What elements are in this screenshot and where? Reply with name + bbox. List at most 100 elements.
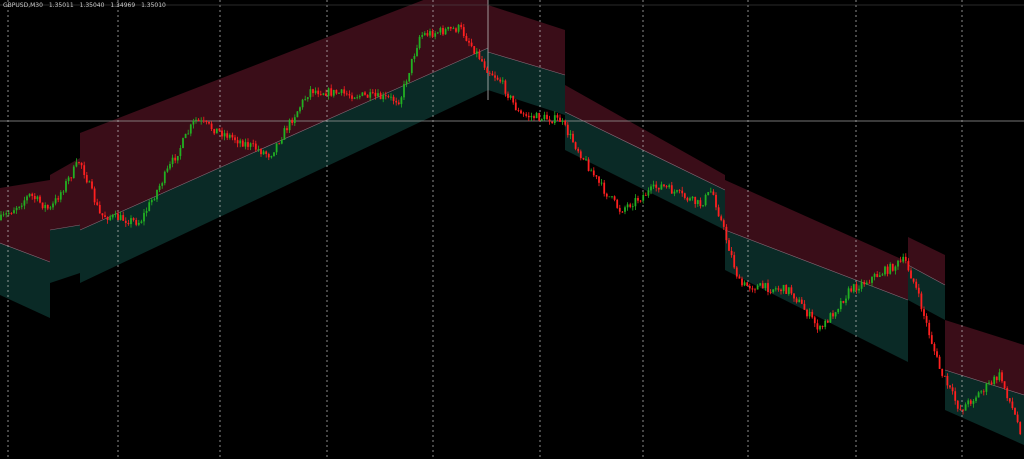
candle-body xyxy=(590,170,593,172)
candle-body xyxy=(325,93,327,96)
candle-body xyxy=(735,267,738,277)
candle-body xyxy=(975,397,977,401)
candle-body xyxy=(759,283,762,286)
candle-body xyxy=(618,207,621,212)
candle-body xyxy=(1016,414,1019,423)
candle-body xyxy=(483,61,486,68)
candle-body xyxy=(434,33,437,37)
candle-body xyxy=(304,98,307,100)
candle-body xyxy=(2,214,5,216)
candle-body xyxy=(163,171,166,184)
candle-body xyxy=(699,200,702,207)
candle-body xyxy=(689,198,691,201)
candle-body xyxy=(725,226,728,241)
candle-body xyxy=(616,199,619,208)
candle-body xyxy=(280,139,283,144)
candle-body xyxy=(751,288,754,290)
candle-body xyxy=(884,266,886,275)
candle-body xyxy=(611,196,613,198)
candle-body xyxy=(488,72,491,74)
candle-body xyxy=(728,240,730,251)
candle-body xyxy=(80,162,83,166)
candle-body xyxy=(592,170,595,176)
candle-body xyxy=(265,151,268,155)
candle-body xyxy=(998,372,1001,381)
candle-body xyxy=(161,183,164,186)
candle-body xyxy=(195,119,197,121)
candle-body xyxy=(925,315,928,323)
candle-body xyxy=(897,260,899,267)
candle-body xyxy=(189,124,192,134)
channel-midline xyxy=(907,264,946,286)
candle-body xyxy=(345,93,348,95)
candle-body xyxy=(577,148,580,152)
candle-body xyxy=(111,214,114,218)
candle-body xyxy=(39,196,41,203)
candle-body xyxy=(962,409,964,411)
candle-body xyxy=(923,309,925,316)
candle-body xyxy=(520,110,522,114)
candle-body xyxy=(811,311,814,318)
candle-body xyxy=(634,198,637,207)
candle-body xyxy=(756,285,759,290)
candle-body xyxy=(522,113,525,115)
candle-body xyxy=(878,275,881,277)
candle-body xyxy=(10,213,13,214)
candle-body xyxy=(912,278,915,282)
candle-body xyxy=(969,400,972,404)
candle-body xyxy=(442,27,444,35)
candle-body xyxy=(192,120,195,125)
candle-body xyxy=(468,40,470,43)
candle-body xyxy=(1011,401,1014,409)
candle-body xyxy=(343,89,346,94)
candle-body xyxy=(197,119,200,121)
candle-body xyxy=(260,149,262,155)
candle-body xyxy=(738,276,741,279)
candle-body xyxy=(910,270,912,279)
candle-body xyxy=(613,196,616,200)
candle-body xyxy=(117,213,119,221)
candle-body xyxy=(676,190,678,192)
candle-body xyxy=(499,79,502,82)
candle-body xyxy=(340,89,343,94)
candle-body xyxy=(691,196,694,199)
chart-title: GBPUSD,M30 1.35011 1.35040 1.34969 1.350… xyxy=(3,2,170,9)
candle-body xyxy=(327,88,330,96)
candle-body xyxy=(148,202,151,211)
candle-body xyxy=(18,206,21,208)
candle-body xyxy=(894,266,897,271)
candle-body xyxy=(637,198,639,201)
candle-body xyxy=(938,356,941,369)
candle-body xyxy=(605,193,608,197)
candle-body xyxy=(598,176,600,183)
candle-body xyxy=(540,119,543,121)
candle-body xyxy=(936,351,938,357)
candle-body xyxy=(990,382,993,384)
candle-body xyxy=(358,95,361,98)
candle-body xyxy=(62,191,65,193)
candle-body xyxy=(283,128,286,140)
candle-body xyxy=(247,142,249,147)
candle-body xyxy=(44,204,47,209)
candle-body xyxy=(366,94,369,98)
candle-body xyxy=(374,92,377,97)
candle-body xyxy=(821,325,824,327)
candle-body xyxy=(504,80,507,94)
candle-body xyxy=(83,165,86,176)
candle-body xyxy=(31,193,34,197)
candle-body xyxy=(946,376,949,386)
candle-body xyxy=(231,134,234,138)
candle-body xyxy=(712,191,715,195)
candle-body xyxy=(548,119,551,122)
candle-body xyxy=(813,317,816,324)
candle-body xyxy=(808,311,811,317)
candle-body xyxy=(631,206,634,208)
candle-body xyxy=(702,205,704,207)
candle-body xyxy=(876,274,879,277)
candle-body xyxy=(907,260,910,271)
candle-body xyxy=(902,256,905,262)
candle-body xyxy=(447,26,450,30)
candle-body xyxy=(956,400,959,409)
